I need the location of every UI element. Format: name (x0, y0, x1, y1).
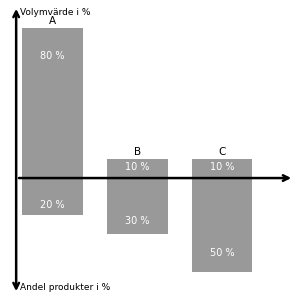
Text: 50 %: 50 % (210, 248, 234, 257)
Text: Volymvärde i %: Volymvärde i % (20, 8, 91, 17)
Bar (22, 28, 83, 178)
Text: 20 %: 20 % (40, 200, 65, 210)
Text: C: C (218, 146, 226, 157)
Bar (191, 178, 253, 272)
Text: A: A (49, 16, 56, 26)
Bar (107, 159, 168, 178)
Text: 10 %: 10 % (210, 162, 234, 172)
Text: Andel produkter i %: Andel produkter i % (20, 283, 111, 292)
Text: 10 %: 10 % (125, 162, 149, 172)
Bar (191, 159, 253, 178)
Text: B: B (134, 146, 141, 157)
Bar (107, 178, 168, 234)
Text: 80 %: 80 % (40, 51, 65, 61)
Text: 30 %: 30 % (125, 216, 149, 226)
Bar (22, 178, 83, 215)
